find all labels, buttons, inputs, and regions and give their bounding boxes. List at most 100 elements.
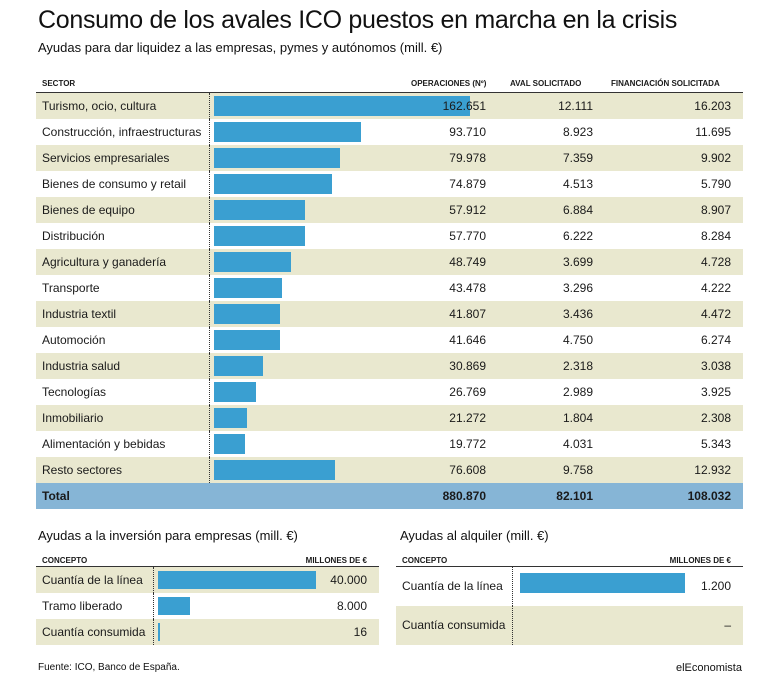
inversion-title: Ayudas a la inversión para empresas (mil… [38, 528, 298, 543]
sector-name: Agricultura y ganadería [42, 255, 167, 269]
operaciones-value: 57.770 [449, 229, 486, 243]
financiacion-value: 4.222 [700, 281, 731, 295]
operaciones-value: 30.869 [449, 359, 486, 373]
brand-logo: elEconomista [675, 662, 742, 674]
operaciones-bar [214, 304, 280, 324]
aval-value: 3.436 [562, 307, 593, 321]
table-row: Bienes de equipo 57.912 6.884 8.907 [36, 197, 743, 223]
financiacion-value: 16.203 [694, 99, 731, 113]
row-divider [209, 93, 210, 119]
financiacion-value: 3.925 [700, 385, 731, 399]
financiacion-value: 3.038 [700, 359, 731, 373]
row-divider [512, 606, 513, 645]
chart-subtitle: Ayudas para dar liquidez a las empresas,… [38, 40, 443, 55]
operaciones-bar [214, 278, 283, 298]
inversion-bar [158, 597, 190, 615]
alquiler-header-millones: MILLONES DE € [669, 556, 731, 565]
sector-name: Transporte [42, 281, 100, 295]
header-sector: SECTOR [42, 79, 76, 88]
liquidity-table-header: SECTOR OPERACIONES (Nº) AVAL SOLICITADO … [36, 72, 743, 93]
inversion-bar [158, 571, 316, 589]
inversion-row: Tramo liberado 8.000 [36, 593, 379, 619]
table-row: Turismo, ocio, cultura 162.651 12.111 16.20… [36, 93, 743, 119]
inversion-header-concepto: CONCEPTO [42, 556, 88, 565]
row-divider [209, 119, 210, 145]
row-divider [153, 619, 154, 645]
inversion-value: 8.000 [336, 599, 367, 613]
inversion-value: 16 [353, 625, 367, 639]
concepto-label: Cuantía consumida [402, 618, 506, 632]
alquiler-value: – [724, 618, 731, 632]
aval-value: 7.359 [562, 151, 593, 165]
table-row: Construcción, infraestructuras 93.710 8.92… [36, 119, 743, 145]
concepto-label: Cuantía consumida [42, 625, 146, 639]
sector-name: Bienes de consumo y retail [42, 177, 187, 191]
financiacion-value: 8.907 [700, 203, 731, 217]
concepto-label: Cuantía de la línea [42, 573, 143, 587]
liquidity-table-body: Turismo, ocio, cultura 162.651 12.111 16.20… [36, 93, 743, 483]
operaciones-value: 43.478 [449, 281, 486, 295]
aval-value: 8.923 [562, 125, 593, 139]
sector-name: Inmobiliario [42, 411, 104, 425]
row-divider [153, 593, 154, 619]
operaciones-value: 57.912 [449, 203, 486, 217]
aval-value: 6.884 [562, 203, 593, 217]
inversion-row: Cuantía de la línea 40.000 [36, 567, 379, 593]
table-row: Automoción 41.646 4.750 6.274 [36, 327, 743, 353]
table-row: Inmobiliario 21.272 1.804 2.308 [36, 405, 743, 431]
table-row: Industria textil 41.807 3.436 4.472 [36, 301, 743, 327]
operaciones-value: 93.710 [449, 125, 486, 139]
aval-value: 6.222 [562, 229, 593, 243]
operaciones-value: 48.749 [449, 255, 486, 269]
row-divider [209, 145, 210, 171]
table-row: Distribución 57.770 6.222 8.284 [36, 223, 743, 249]
inversion-row: Cuantía consumida 16 [36, 619, 379, 645]
inversion-header-millones: MILLONES DE € [305, 556, 367, 565]
sector-name: Turismo, ocio, cultura [42, 99, 157, 113]
sector-name: Bienes de equipo [42, 203, 135, 217]
total-financiacion: 108.032 [687, 489, 731, 503]
sector-name: Alimentación y bebidas [42, 437, 166, 451]
inversion-bar [158, 623, 160, 641]
sector-name: Construcción, infraestructuras [42, 125, 202, 139]
alquiler-table-body: Cuantía de la línea 1.200 Cuantía consumid… [396, 567, 743, 645]
financiacion-value: 8.284 [700, 229, 731, 243]
table-row: Agricultura y ganadería 48.749 3.699 4.728 [36, 249, 743, 275]
row-divider [209, 327, 210, 353]
aval-value: 4.031 [562, 437, 593, 451]
aval-value: 3.296 [562, 281, 593, 295]
inversion-value: 40.000 [330, 573, 367, 587]
table-row: Transporte 43.478 3.296 4.222 [36, 275, 743, 301]
header-financiacion: FINANCIACIÓN SOLICITADA [611, 79, 720, 88]
row-divider [209, 301, 210, 327]
total-row: Total 880.870 82.101 108.032 [36, 483, 743, 509]
operaciones-bar [214, 460, 335, 480]
total-operaciones: 880.870 [442, 489, 486, 503]
financiacion-value: 12.932 [694, 463, 731, 477]
alquiler-bar [520, 573, 685, 593]
row-divider [209, 223, 210, 249]
row-divider [209, 171, 210, 197]
concepto-label: Tramo liberado [42, 599, 123, 613]
operaciones-value: 19.772 [449, 437, 486, 451]
sector-name: Industria salud [42, 359, 121, 373]
sector-name: Resto sectores [42, 463, 123, 477]
operaciones-bar [214, 434, 246, 454]
aval-value: 2.318 [562, 359, 593, 373]
table-row: Industria salud 30.869 2.318 3.038 [36, 353, 743, 379]
operaciones-value: 79.978 [449, 151, 486, 165]
table-row: Resto sectores 76.608 9.758 12.932 [36, 457, 743, 483]
operaciones-bar [214, 174, 332, 194]
aval-value: 4.750 [562, 333, 593, 347]
aval-value: 4.513 [562, 177, 593, 191]
inversion-table-header: CONCEPTO MILLONES DE € [36, 551, 379, 567]
inversion-table: CONCEPTO MILLONES DE € Cuantía de la lín… [36, 551, 379, 645]
row-divider [153, 567, 154, 593]
sector-name: Servicios empresariales [42, 151, 170, 165]
alquiler-header-concepto: CONCEPTO [402, 556, 448, 565]
sector-name: Distribución [42, 229, 105, 243]
row-divider [209, 431, 210, 457]
row-divider [209, 405, 210, 431]
operaciones-value: 41.646 [449, 333, 486, 347]
operaciones-bar [214, 330, 280, 350]
